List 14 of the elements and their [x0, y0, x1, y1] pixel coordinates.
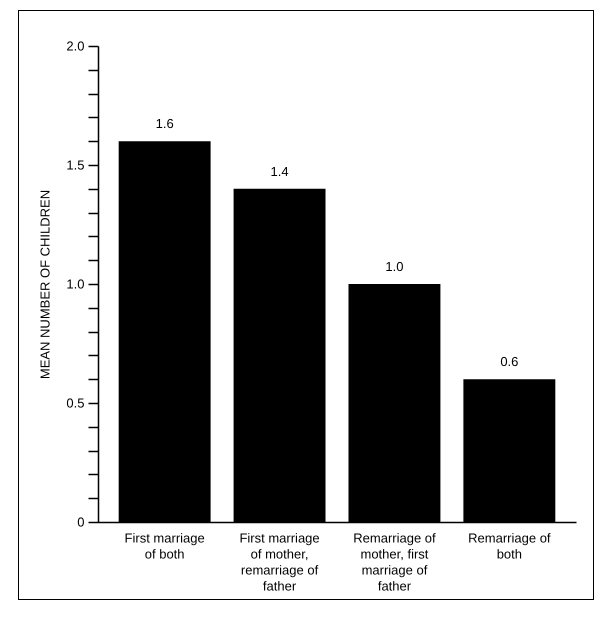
- y-axis-title: MEAN NUMBER OF CHILDREN: [37, 190, 52, 380]
- data-label: 0.6: [500, 354, 518, 370]
- y-tick-label: 1.0: [66, 276, 84, 292]
- y-tick-label: 1.5: [66, 158, 84, 172]
- x-tick-label: First marriage of both: [124, 530, 205, 562]
- x-tick-label: First marriage of mother, remarriage of father: [239, 530, 320, 594]
- y-tick-label: 0.5: [66, 396, 84, 410]
- data-label: 1.4: [270, 164, 289, 179]
- data-label: 1.6: [156, 116, 174, 132]
- y-tick-label: 0: [77, 514, 84, 530]
- data-label: 1.0: [385, 259, 404, 274]
- x-tick-label: Remarriage of both: [468, 530, 551, 562]
- x-tick-label: Remarriage of mother, first marriage of father: [353, 530, 436, 594]
- y-tick-label: 2.0: [66, 38, 84, 54]
